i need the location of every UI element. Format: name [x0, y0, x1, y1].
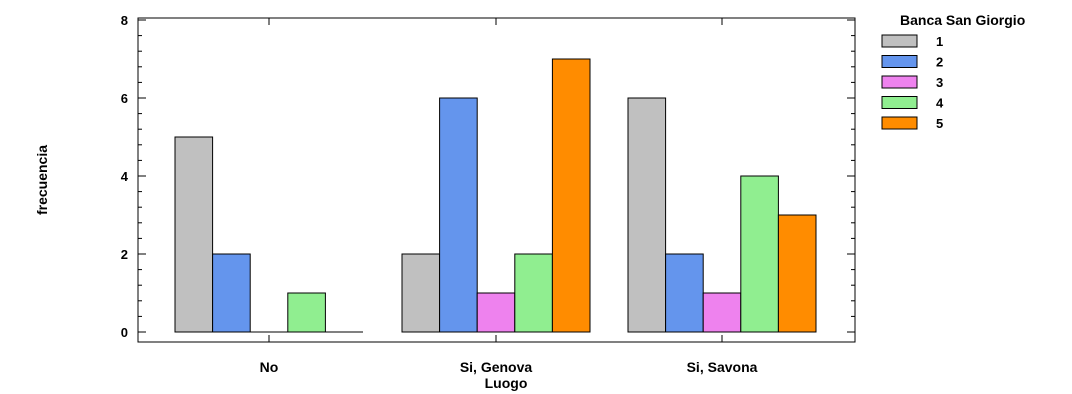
bar-2-1: [439, 97, 478, 333]
y-tick-label: 8: [121, 13, 128, 28]
legend-swatch-3: [881, 75, 918, 89]
bar-5-2: [777, 214, 817, 333]
y-axis-title: frecuencia: [34, 145, 50, 215]
x-axis-title: Luogo: [485, 375, 528, 391]
bar-1-1: [401, 253, 441, 333]
bar-1-0: [174, 136, 214, 333]
legend-label-1: 1: [936, 34, 943, 49]
legend-swatch-2: [881, 55, 918, 68]
bar-3-1: [476, 292, 516, 333]
y-tick-label: 4: [121, 169, 129, 184]
x-category-label: No: [260, 359, 279, 375]
bar-2-0: [212, 253, 251, 333]
legend-swatch-5: [881, 116, 918, 130]
legend-label-3: 3: [936, 75, 943, 90]
bar-4-1: [514, 253, 553, 333]
category-labels: No Si, Genova Si, Savona: [260, 18, 758, 375]
bar-1-2: [627, 97, 667, 333]
y-axis-ticks: 0 2 4 6 8: [121, 13, 855, 340]
legend-label-4: 4: [936, 96, 944, 111]
bar-2-2: [665, 253, 704, 333]
bars: [174, 58, 817, 333]
y-tick-label: 2: [121, 247, 128, 262]
bar-5-1: [551, 58, 591, 333]
legend: Banca San Giorgio 1 2 3 4 5: [881, 12, 1025, 131]
bar-4-2: [740, 175, 779, 333]
legend-title: Banca San Giorgio: [900, 12, 1025, 28]
legend-label-2: 2: [936, 55, 943, 70]
y-tick-label: 6: [121, 91, 128, 106]
bar-3-2: [702, 292, 742, 333]
x-category-label: Si, Genova: [460, 359, 533, 375]
y-tick-label: 0: [121, 325, 128, 340]
bar-4-0: [287, 292, 326, 333]
legend-swatch-1: [881, 34, 918, 48]
legend-swatch-4: [881, 96, 918, 109]
legend-label-5: 5: [936, 116, 943, 131]
x-category-label: Si, Savona: [687, 359, 758, 375]
